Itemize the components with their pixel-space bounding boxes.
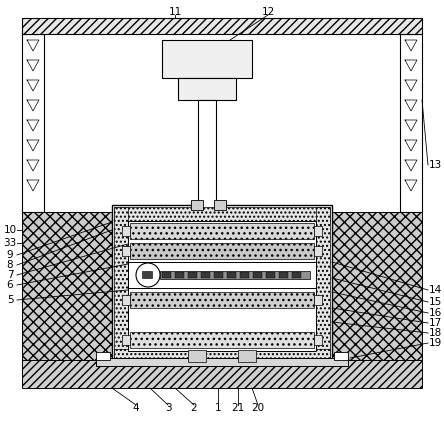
Text: 5: 5 bbox=[7, 295, 13, 305]
Bar bbox=[130, 223, 314, 239]
Text: 16: 16 bbox=[428, 308, 442, 318]
Text: 33: 33 bbox=[4, 238, 16, 248]
Bar bbox=[22, 34, 44, 212]
Bar bbox=[22, 360, 422, 388]
Text: 4: 4 bbox=[133, 403, 139, 413]
Bar bbox=[266, 272, 275, 278]
Bar bbox=[188, 272, 197, 278]
Bar bbox=[130, 243, 314, 259]
Text: 11: 11 bbox=[168, 7, 182, 17]
Text: 6: 6 bbox=[7, 280, 13, 290]
Bar bbox=[334, 352, 348, 360]
Polygon shape bbox=[405, 180, 417, 191]
Bar bbox=[96, 352, 110, 360]
Text: 17: 17 bbox=[428, 318, 442, 328]
Bar bbox=[238, 350, 256, 362]
Text: 19: 19 bbox=[428, 338, 442, 348]
Bar bbox=[240, 272, 249, 278]
Bar bbox=[198, 100, 216, 208]
Text: 18: 18 bbox=[428, 328, 442, 338]
Text: 7: 7 bbox=[7, 270, 13, 280]
Bar bbox=[292, 272, 301, 278]
Bar bbox=[314, 246, 322, 256]
Bar bbox=[22, 18, 422, 34]
Bar bbox=[227, 272, 236, 278]
Bar bbox=[191, 200, 203, 210]
Bar bbox=[314, 295, 322, 305]
Text: 15: 15 bbox=[428, 297, 442, 307]
Bar bbox=[114, 207, 128, 362]
Bar bbox=[122, 246, 130, 256]
Polygon shape bbox=[27, 140, 39, 151]
Polygon shape bbox=[27, 60, 39, 71]
Circle shape bbox=[136, 263, 160, 287]
Bar bbox=[130, 292, 314, 308]
Polygon shape bbox=[27, 180, 39, 191]
Text: 9: 9 bbox=[7, 250, 13, 260]
Bar bbox=[162, 40, 252, 78]
Text: 20: 20 bbox=[251, 403, 265, 413]
Polygon shape bbox=[405, 120, 417, 131]
Polygon shape bbox=[405, 100, 417, 111]
Polygon shape bbox=[405, 60, 417, 71]
Bar bbox=[214, 200, 226, 210]
Text: 21: 21 bbox=[231, 403, 245, 413]
Polygon shape bbox=[27, 40, 39, 51]
Polygon shape bbox=[405, 40, 417, 51]
Text: 1: 1 bbox=[215, 403, 221, 413]
Polygon shape bbox=[27, 120, 39, 131]
Bar bbox=[188, 350, 206, 362]
Text: 13: 13 bbox=[428, 160, 442, 170]
Polygon shape bbox=[27, 160, 39, 171]
Bar bbox=[122, 226, 130, 236]
Text: 10: 10 bbox=[4, 225, 16, 235]
Text: 2: 2 bbox=[190, 403, 197, 413]
Bar bbox=[122, 335, 130, 345]
Text: 12: 12 bbox=[262, 7, 275, 17]
Bar bbox=[114, 349, 330, 363]
Polygon shape bbox=[27, 100, 39, 111]
Polygon shape bbox=[405, 80, 417, 91]
Bar bbox=[114, 207, 330, 221]
Bar bbox=[214, 272, 223, 278]
Text: 3: 3 bbox=[165, 403, 171, 413]
Bar bbox=[112, 205, 332, 363]
Bar bbox=[178, 78, 236, 100]
Bar bbox=[96, 358, 348, 366]
Bar bbox=[316, 207, 330, 362]
Bar bbox=[128, 221, 316, 351]
Bar bbox=[253, 272, 262, 278]
Bar bbox=[142, 271, 152, 278]
Polygon shape bbox=[405, 160, 417, 171]
Bar bbox=[314, 335, 322, 345]
Polygon shape bbox=[27, 80, 39, 91]
Text: 14: 14 bbox=[428, 285, 442, 295]
Bar bbox=[128, 262, 316, 288]
Polygon shape bbox=[405, 140, 417, 151]
Bar bbox=[201, 272, 210, 278]
Bar bbox=[175, 272, 184, 278]
Bar bbox=[314, 226, 322, 236]
Bar bbox=[22, 212, 112, 360]
Text: 8: 8 bbox=[7, 260, 13, 270]
Bar bbox=[279, 272, 288, 278]
Bar bbox=[332, 212, 422, 360]
Bar bbox=[400, 34, 422, 212]
Bar bbox=[162, 272, 171, 278]
Bar bbox=[160, 271, 310, 279]
Bar bbox=[130, 332, 314, 348]
Bar bbox=[122, 295, 130, 305]
